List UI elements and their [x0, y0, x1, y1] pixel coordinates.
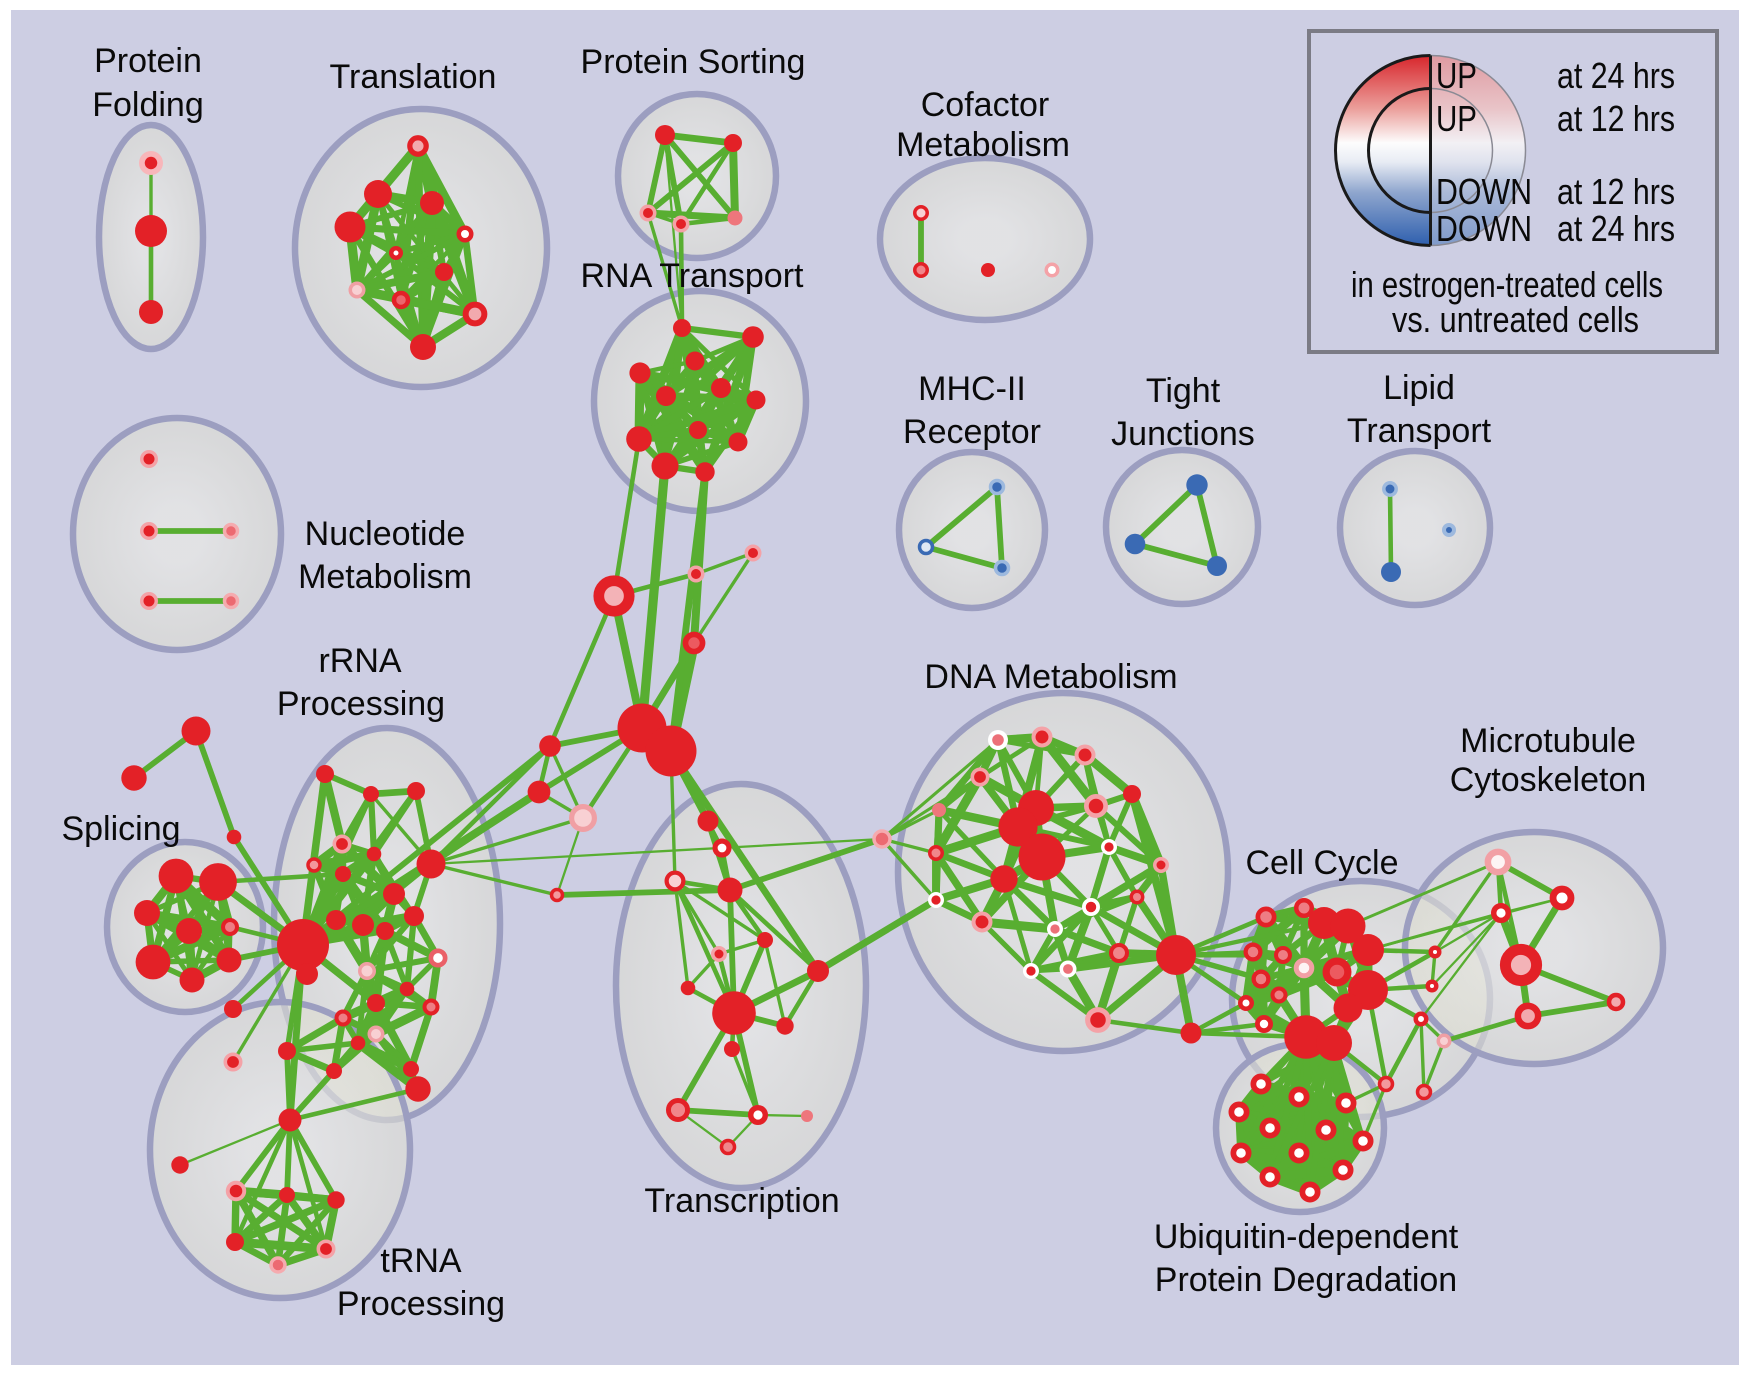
svg-text:Receptor: Receptor — [903, 413, 1041, 451]
svg-text:Junctions: Junctions — [1111, 415, 1255, 453]
svg-text:Cytoskeleton: Cytoskeleton — [1450, 761, 1647, 799]
svg-text:Metabolism: Metabolism — [298, 558, 472, 596]
svg-text:UP: UP — [1436, 98, 1477, 139]
svg-text:Transcription: Transcription — [644, 1182, 839, 1220]
svg-text:Processing: Processing — [337, 1285, 505, 1323]
svg-text:RNA Transport: RNA Transport — [581, 257, 805, 295]
svg-text:tRNA: tRNA — [380, 1242, 462, 1280]
svg-text:Translation: Translation — [330, 58, 497, 96]
svg-text:Cofactor: Cofactor — [921, 86, 1050, 124]
svg-text:Lipid: Lipid — [1383, 369, 1455, 407]
svg-text:Microtubule: Microtubule — [1460, 722, 1636, 760]
svg-text:at 12 hrs: at 12 hrs — [1557, 171, 1675, 212]
svg-text:DNA Metabolism: DNA Metabolism — [924, 658, 1177, 696]
svg-text:UP: UP — [1436, 55, 1477, 96]
svg-text:Protein Sorting: Protein Sorting — [581, 43, 806, 81]
svg-text:at 24 hrs: at 24 hrs — [1557, 208, 1675, 249]
svg-text:Ubiquitin-dependent: Ubiquitin-dependent — [1154, 1218, 1459, 1256]
svg-text:at 12 hrs: at 12 hrs — [1557, 98, 1675, 139]
svg-text:Protein: Protein — [94, 42, 202, 80]
svg-text:Protein Degradation: Protein Degradation — [1155, 1261, 1457, 1299]
svg-text:Processing: Processing — [277, 685, 445, 723]
svg-text:vs. untreated cells: vs. untreated cells — [1392, 299, 1639, 340]
svg-text:Cell Cycle: Cell Cycle — [1245, 844, 1398, 882]
svg-text:Transport: Transport — [1347, 412, 1492, 450]
svg-text:DOWN: DOWN — [1436, 208, 1532, 249]
svg-text:at 24 hrs: at 24 hrs — [1557, 55, 1675, 96]
svg-text:Nucleotide: Nucleotide — [305, 515, 466, 553]
svg-text:in estrogen-treated cells: in estrogen-treated cells — [1351, 264, 1663, 305]
svg-text:Tight: Tight — [1146, 372, 1221, 410]
svg-text:rRNA: rRNA — [318, 642, 401, 680]
svg-text:MHC-II: MHC-II — [918, 370, 1026, 408]
svg-text:Splicing: Splicing — [61, 810, 180, 848]
svg-text:Folding: Folding — [92, 86, 204, 124]
svg-text:DOWN: DOWN — [1436, 171, 1532, 212]
svg-text:Metabolism: Metabolism — [896, 126, 1070, 164]
